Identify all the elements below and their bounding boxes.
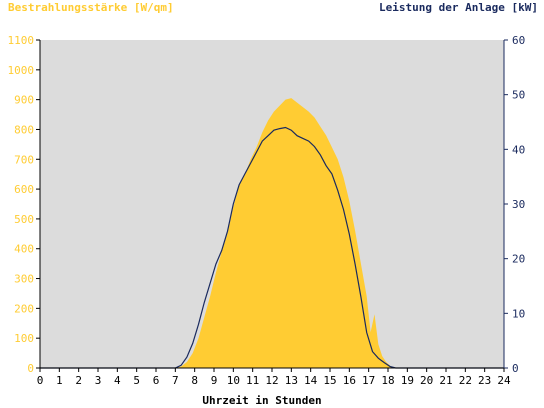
left-tick-label: 0 — [27, 362, 34, 375]
x-tick-label: 24 — [497, 374, 511, 387]
left-tick-label: 400 — [14, 243, 34, 256]
x-tick-label: 13 — [285, 374, 298, 387]
x-tick-label: 19 — [401, 374, 414, 387]
left-tick-label: 200 — [14, 302, 34, 315]
left-tick-label: 300 — [14, 273, 34, 286]
x-tick-label: 11 — [246, 374, 259, 387]
left-tick-label: 900 — [14, 94, 34, 107]
x-tick-label: 17 — [362, 374, 375, 387]
left-tick-label: 500 — [14, 213, 34, 226]
series-layer — [40, 98, 504, 369]
right-tick-label: 50 — [512, 89, 525, 102]
x-tick-label: 16 — [343, 374, 356, 387]
x-axis-label: Uhrzeit in Stunden — [202, 394, 321, 407]
x-tick-label: 4 — [114, 374, 121, 387]
x-axis: 0 1 2 3 4 5 6 7 8 9 10 11 12 13 14 15 16 17 18 19 20 21 22 23 24 — [37, 368, 511, 387]
x-tick-label: 23 — [478, 374, 491, 387]
left-tick-label: 1100 — [8, 34, 35, 47]
x-tick-label: 6 — [153, 374, 160, 387]
left-tick-label: 600 — [14, 183, 34, 196]
x-tick-label: 2 — [75, 374, 82, 387]
x-tick-label: 20 — [420, 374, 433, 387]
x-tick-label: 0 — [37, 374, 44, 387]
x-tick-label: 3 — [95, 374, 102, 387]
x-tick-label: 1 — [56, 374, 63, 387]
x-tick-label: 14 — [304, 374, 318, 387]
x-tick-label: 7 — [172, 374, 179, 387]
right-tick-label: 20 — [512, 253, 525, 266]
right-tick-label: 0 — [512, 362, 519, 375]
left-axis: 0 100 200 300 400 500 600 700 800 900 1000 1100 — [8, 34, 40, 375]
left-axis-title: Bestrahlungsstärke [W/qm] — [8, 1, 174, 14]
x-tick-label: 9 — [211, 374, 218, 387]
x-tick-label: 21 — [439, 374, 452, 387]
right-tick-label: 10 — [512, 307, 525, 320]
x-tick-label: 15 — [323, 374, 336, 387]
right-tick-label: 30 — [512, 198, 525, 211]
series-irradiance-area — [40, 98, 504, 368]
left-tick-label: 800 — [14, 123, 34, 136]
left-tick-label: 1000 — [8, 64, 35, 77]
left-tick-label: 100 — [14, 332, 34, 345]
x-tick-label: 10 — [227, 374, 240, 387]
right-axis: 0 10 20 30 40 50 60 — [504, 34, 525, 375]
x-tick-label: 8 — [191, 374, 198, 387]
x-tick-label: 5 — [133, 374, 140, 387]
series-power-line — [40, 126, 504, 369]
x-tick-label: 22 — [459, 374, 472, 387]
x-tick-label: 18 — [381, 374, 394, 387]
x-tick-label: 12 — [265, 374, 278, 387]
right-tick-label: 60 — [512, 34, 525, 47]
left-tick-label: 700 — [14, 153, 34, 166]
right-axis-title: Leistung der Anlage [kW] — [379, 1, 538, 14]
right-tick-label: 40 — [512, 143, 525, 156]
